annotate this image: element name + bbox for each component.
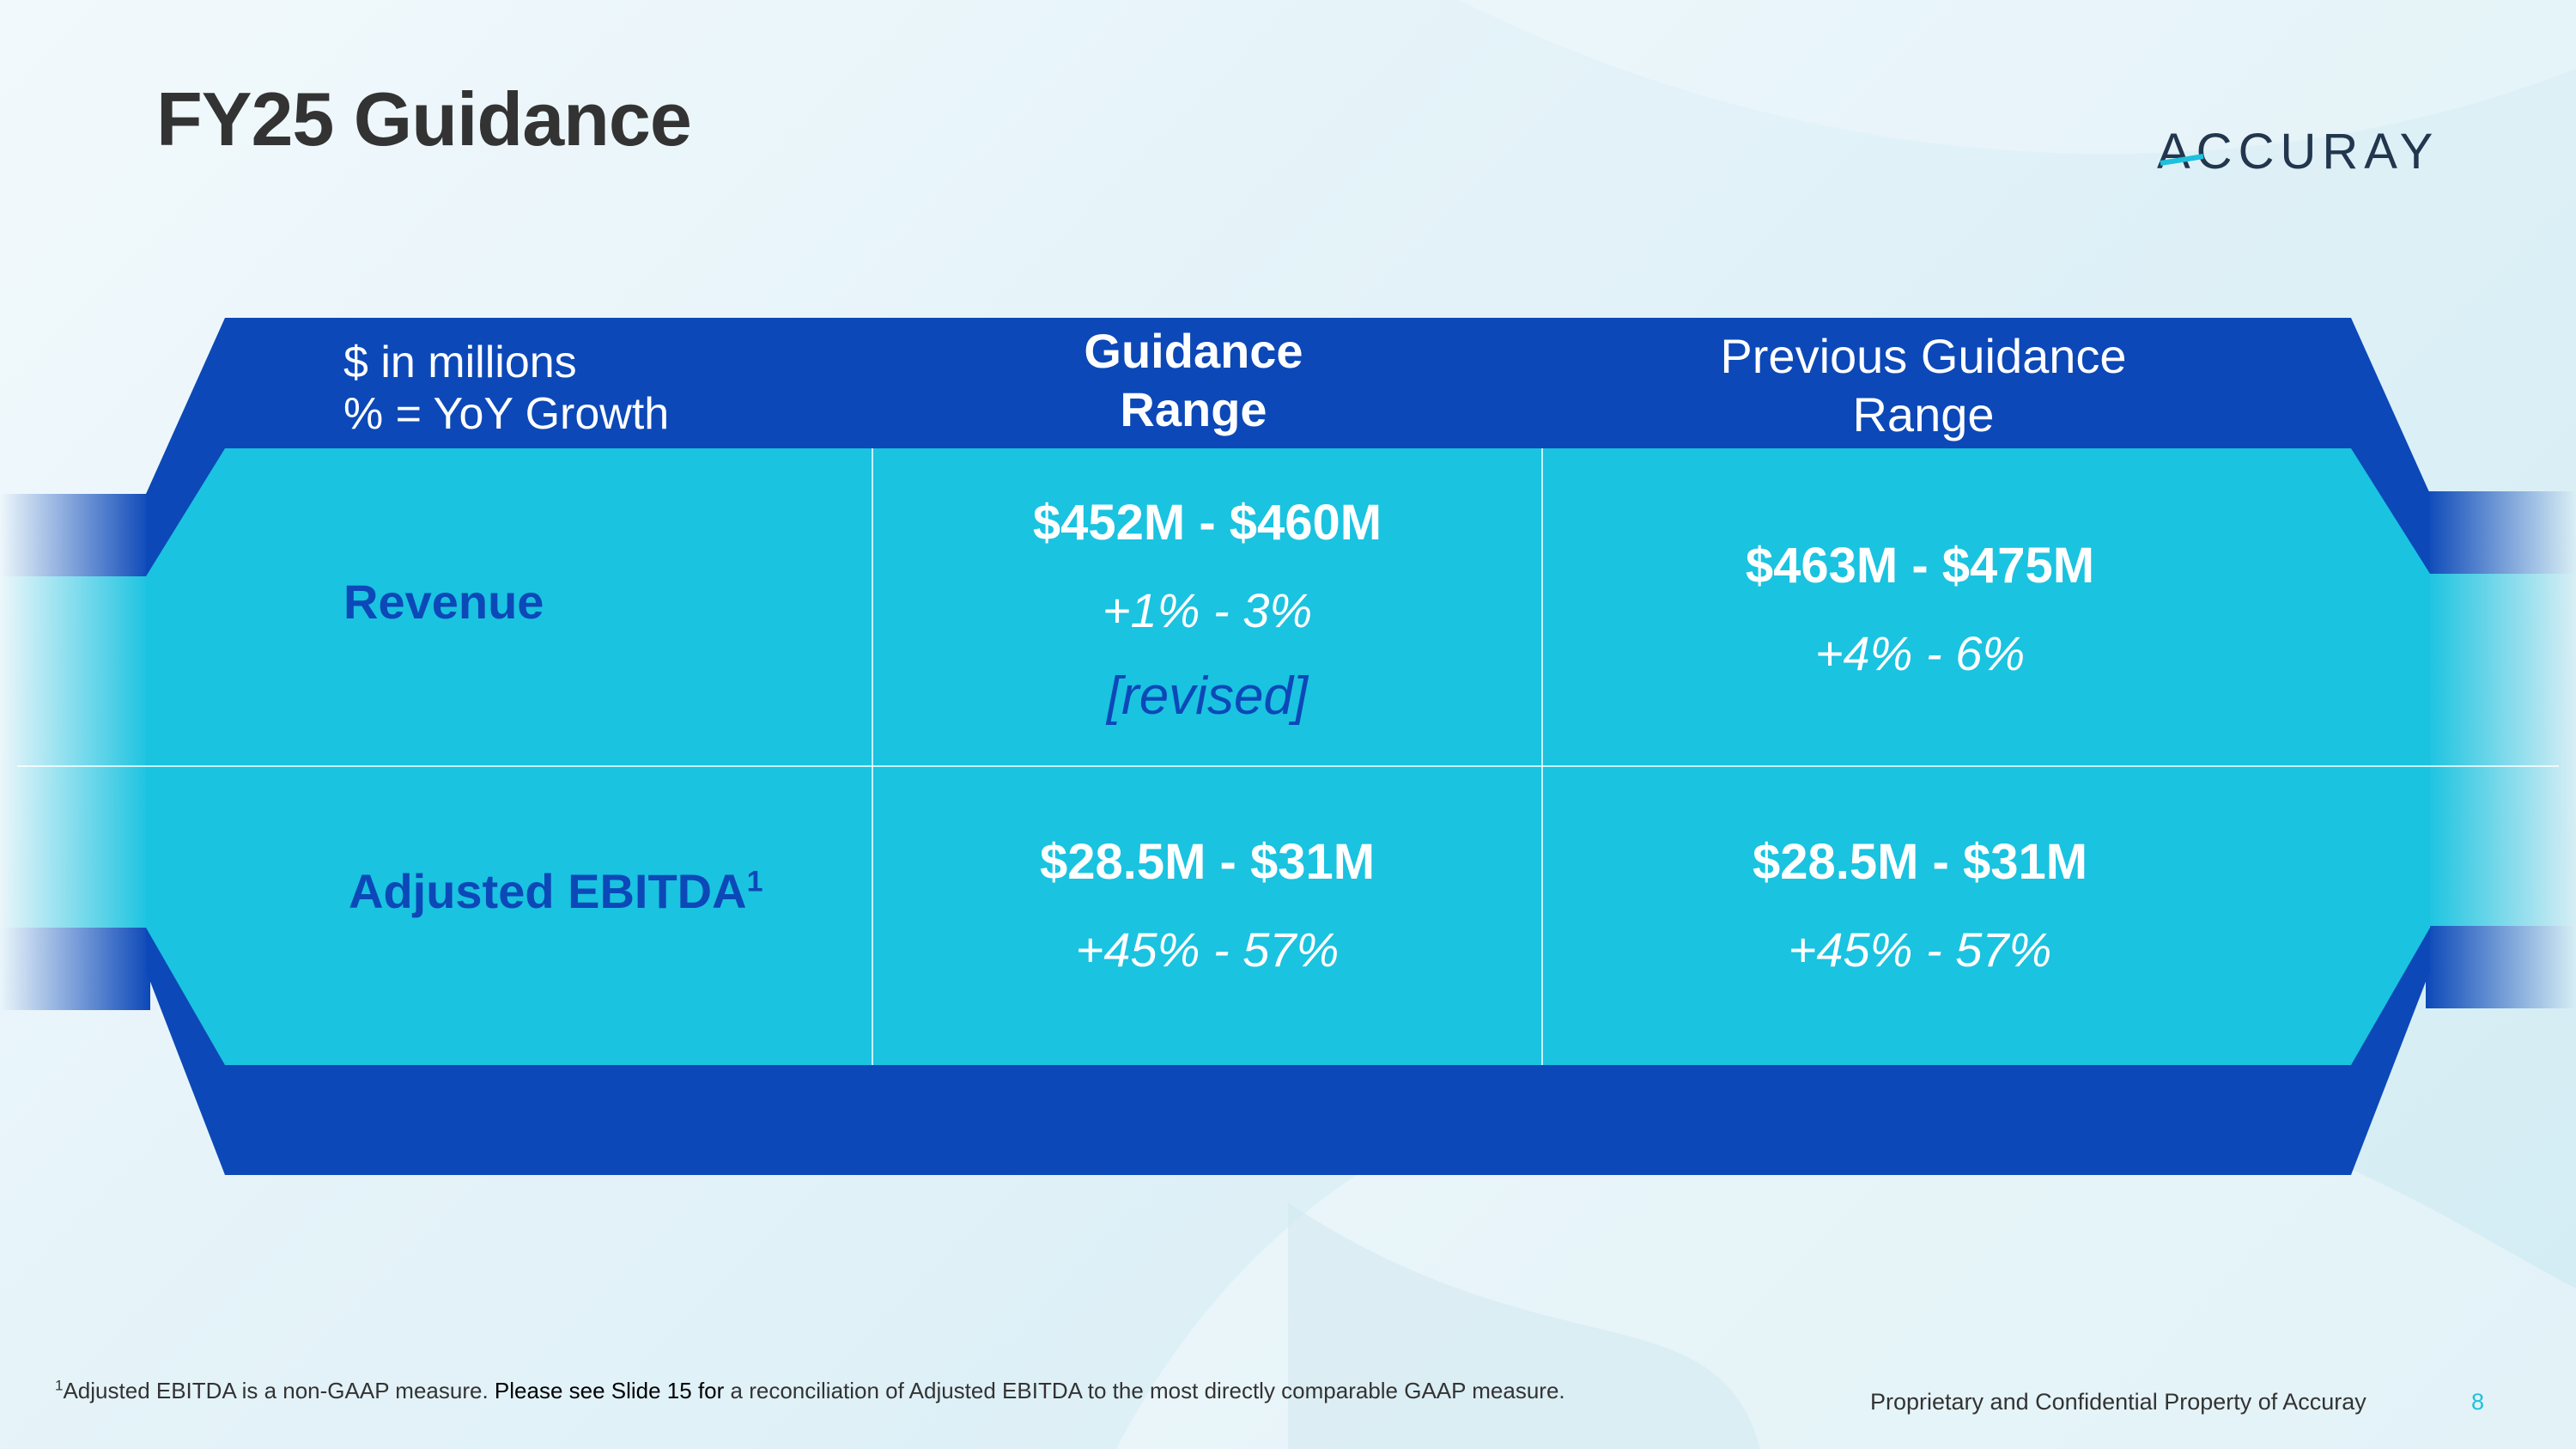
logo-swoosh-icon [2160, 154, 2204, 166]
footnote: 1Adjusted EBITDA is a non-GAAP measure. … [55, 1378, 1565, 1404]
previous-header-line1: Previous Guidance [1720, 329, 2127, 383]
units-header: $ in millions % = YoY Growth [343, 337, 669, 440]
revenue-guidance-value: $452M - $460M [1032, 495, 1382, 551]
adjusted-ebitda-label-text: Adjusted EBITDA [349, 864, 747, 918]
page-number: 8 [2471, 1389, 2485, 1415]
previous-header-line2: Range [1852, 387, 1995, 441]
ebitda-guidance-cell: $28.5M - $31M +45% - 57% [872, 820, 1542, 992]
footnote-marker: 1 [55, 1377, 64, 1394]
revenue-guidance-cell: $452M - $460M +1% - 3% [revised] [872, 481, 1542, 739]
revenue-previous-growth: +4% - 6% [1814, 626, 2026, 680]
ebitda-guidance-value: $28.5M - $31M [1039, 834, 1376, 890]
accuray-logo: ACCURAY [2157, 122, 2458, 182]
proprietary-notice: Proprietary and Confidential Property of… [1870, 1389, 2366, 1415]
units-line-millions: $ in millions [343, 338, 577, 387]
ebitda-guidance-growth: +45% - 57% [1075, 922, 1340, 977]
revenue-previous-value: $463M - $475M [1745, 538, 2095, 594]
page-title: FY25 Guidance [156, 76, 692, 161]
guidance-range-header: Guidance Range [945, 316, 1443, 445]
revenue-guidance-growth: +1% - 3% [1102, 583, 1313, 637]
footnote-text-2: a reconciliation of Adjusted EBITDA to t… [724, 1378, 1565, 1403]
footnote-text-1: Adjusted EBITDA is a non-GAAP measure. [63, 1378, 495, 1403]
revenue-previous-cell: $463M - $475M +4% - 6% [1542, 524, 2298, 696]
revenue-revised-note: [revised] [1106, 667, 1309, 726]
ebitda-previous-growth: +45% - 57% [1788, 922, 2052, 977]
guidance-header-line1: Guidance [1084, 324, 1303, 378]
ebitda-previous-value: $28.5M - $31M [1752, 834, 2088, 890]
units-line-growth: % = YoY Growth [343, 389, 670, 439]
previous-guidance-header: Previous Guidance Range [1597, 321, 2250, 450]
ebitda-previous-cell: $28.5M - $31M +45% - 57% [1542, 820, 2298, 992]
footnote-slide-reference: Please see Slide 15 for [494, 1378, 725, 1403]
logo-text: ACCURAY [2157, 124, 2439, 180]
revenue-label: Revenue [343, 575, 544, 629]
adjusted-ebitda-label: Adjusted EBITDA1 [349, 863, 762, 919]
footnote-marker-sup: 1 [746, 865, 763, 898]
guidance-header-line2: Range [1120, 382, 1267, 436]
